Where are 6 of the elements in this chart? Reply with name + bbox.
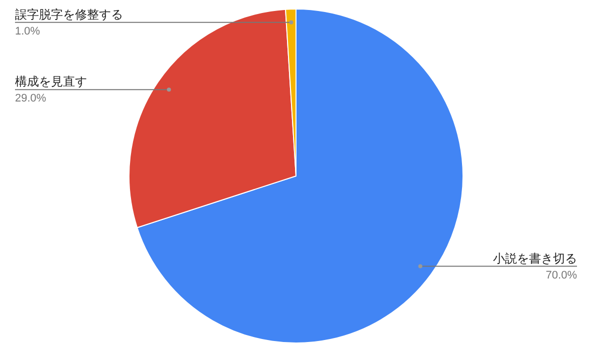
slice-label: 小説を書き切る xyxy=(493,251,577,266)
data-label: 70.0% xyxy=(546,269,578,282)
slice-label: 誤字脱字を修整する xyxy=(15,7,123,22)
slice-label: 構成を見直す xyxy=(15,74,87,89)
data-label: 29.0% xyxy=(15,92,46,105)
data-label: 1.0% xyxy=(15,25,40,38)
